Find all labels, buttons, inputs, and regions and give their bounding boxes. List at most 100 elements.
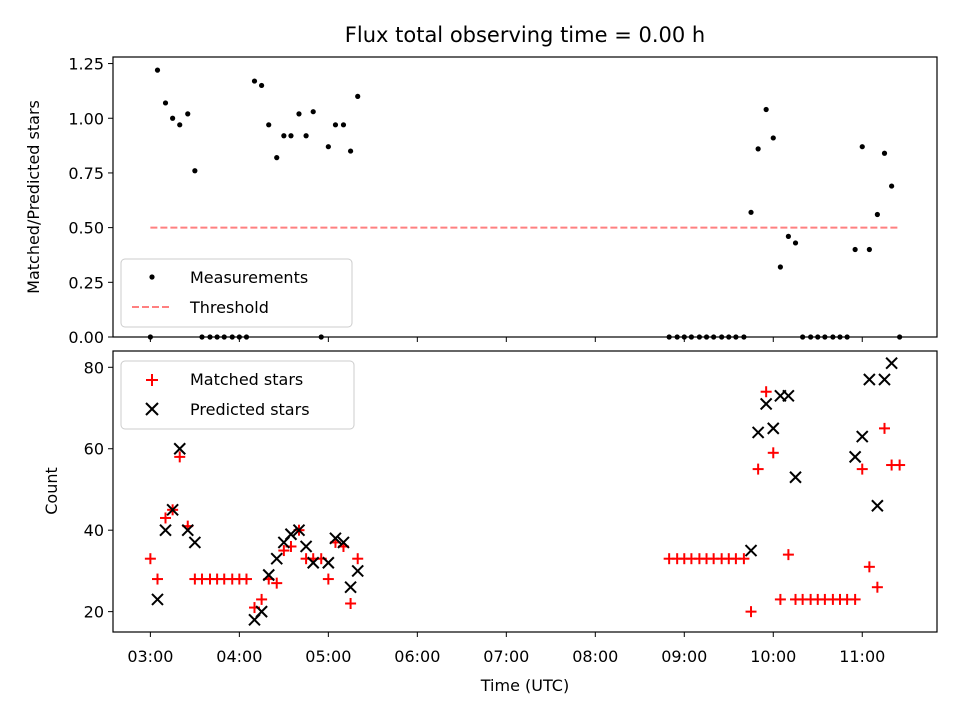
measurement-point bbox=[170, 115, 176, 121]
predicted-stars-point bbox=[329, 532, 342, 545]
matched-stars-point bbox=[240, 573, 252, 585]
matched-stars-point bbox=[774, 593, 786, 605]
ratio-y-tick-label: 0.25 bbox=[68, 273, 104, 292]
matched-stars-point bbox=[144, 553, 156, 565]
predicted-stars-point bbox=[262, 568, 275, 582]
matched-stars-point bbox=[894, 459, 906, 471]
predicted-stars-point bbox=[848, 450, 862, 464]
predicted-stars-point bbox=[856, 430, 869, 443]
ratio-y-tick-label: 0.75 bbox=[68, 164, 104, 183]
predicted-stars-point bbox=[299, 540, 313, 553]
predicted-stars-point bbox=[885, 357, 898, 370]
measurement-point bbox=[874, 211, 880, 218]
predicted-stars-point bbox=[863, 373, 876, 386]
legend-matched-label: Matched stars bbox=[190, 370, 303, 389]
ratio-legend-box bbox=[120, 258, 353, 328]
matched-stars-point bbox=[352, 553, 364, 565]
count-y-tick-label: 40 bbox=[84, 521, 104, 540]
predicted-stars-point bbox=[344, 580, 357, 594]
measurement-point bbox=[763, 106, 769, 113]
ratio-panel: 0.00 0.25 0.50 0.75 1.00 1.25 Matched/Predict… bbox=[24, 55, 938, 347]
legend-matched-marker bbox=[146, 374, 158, 386]
matched-stars-point bbox=[160, 512, 172, 524]
measurement-point bbox=[785, 233, 791, 239]
measurement-point bbox=[154, 67, 161, 73]
matched-stars-point bbox=[738, 553, 750, 565]
matched-stars-point bbox=[767, 447, 779, 459]
measurement-point bbox=[866, 246, 872, 253]
measurement-point bbox=[852, 246, 858, 253]
count-panel-frame bbox=[112, 350, 938, 633]
measurement-point bbox=[177, 122, 183, 128]
ratio-legend: Measurements Threshold bbox=[120, 258, 353, 328]
ratio-y-tick-label: 1.00 bbox=[68, 109, 104, 128]
legend-predicted-label: Predicted stars bbox=[190, 400, 310, 419]
matched-stars-point bbox=[745, 606, 757, 618]
predicted-stars-point bbox=[166, 503, 179, 517]
chart-title: Flux total observing time = 0.00 h bbox=[345, 23, 705, 47]
count-x-ticks: 03:00 04:00 05:00 06:00 07:00 08:00 09:00 10:00… bbox=[127, 632, 885, 666]
matched-stars-point bbox=[871, 581, 883, 593]
predicted-stars-point bbox=[173, 442, 186, 455]
matched-stars-point bbox=[856, 463, 868, 475]
matched-stars-point bbox=[782, 549, 794, 561]
count-x-tick-label: 04:00 bbox=[216, 647, 262, 666]
measurement-point bbox=[755, 146, 761, 152]
measurement-point bbox=[310, 109, 316, 115]
ratio-panel-frame bbox=[112, 56, 938, 338]
measurement-point bbox=[881, 150, 888, 156]
measurement-point bbox=[192, 168, 198, 174]
legend-predicted-marker bbox=[145, 402, 159, 416]
predicted-stars-point bbox=[270, 552, 283, 565]
measurement-point bbox=[792, 240, 799, 246]
predicted-stars-point bbox=[151, 593, 164, 606]
measurement-point bbox=[325, 144, 331, 150]
count-legend: Matched stars Predicted stars bbox=[120, 360, 355, 430]
count-legend-box bbox=[120, 360, 355, 430]
measurement-point bbox=[748, 209, 754, 215]
measurement-point bbox=[355, 93, 361, 99]
legend-measurements-label: Measurements bbox=[190, 268, 308, 287]
measurement-point bbox=[770, 135, 776, 141]
matched-stars-point bbox=[760, 386, 772, 398]
measurement-point bbox=[259, 82, 265, 89]
predicted-stars-point bbox=[871, 499, 884, 512]
count-y-tick-label: 20 bbox=[84, 603, 104, 622]
predicted-stars-point bbox=[782, 389, 795, 403]
measurement-point bbox=[889, 183, 895, 189]
measurement-point bbox=[162, 100, 169, 106]
ratio-x-ticks bbox=[149, 337, 863, 342]
measurement-point bbox=[340, 122, 347, 128]
count-x-tick-label: 06:00 bbox=[394, 647, 440, 666]
count-y-tick-label: 80 bbox=[84, 358, 104, 377]
predicted-stars-point bbox=[337, 536, 350, 549]
count-marks bbox=[144, 357, 906, 626]
measurement-point bbox=[266, 122, 272, 128]
measurement-point bbox=[777, 264, 783, 270]
predicted-stars-point bbox=[181, 523, 194, 537]
predicted-stars-point bbox=[188, 536, 202, 549]
predicted-stars-point bbox=[322, 556, 335, 569]
count-y-axis-label: Count bbox=[42, 467, 61, 515]
matched-stars-point bbox=[863, 561, 875, 573]
count-x-tick-label: 10:00 bbox=[750, 647, 796, 666]
predicted-stars-point bbox=[789, 471, 802, 484]
legend-measurements-marker bbox=[149, 274, 155, 280]
matched-stars-point bbox=[271, 577, 283, 589]
count-x-tick-label: 09:00 bbox=[661, 647, 707, 666]
ratio-y-tick-label: 0.00 bbox=[68, 328, 104, 347]
predicted-stars-point bbox=[292, 523, 306, 537]
matched-stars-point bbox=[322, 573, 334, 585]
matched-stars-point bbox=[849, 593, 861, 605]
predicted-stars-point bbox=[751, 426, 765, 439]
predicted-stars-point bbox=[284, 528, 298, 541]
predicted-stars-point bbox=[767, 422, 780, 435]
count-x-tick-label: 11:00 bbox=[839, 647, 885, 666]
matched-stars-point bbox=[752, 463, 764, 475]
legend-threshold-label: Threshold bbox=[189, 298, 269, 317]
matched-stars-point bbox=[151, 573, 163, 585]
count-x-tick-label: 03:00 bbox=[127, 647, 173, 666]
predicted-stars-point bbox=[878, 373, 891, 386]
count-x-tick-label: 05:00 bbox=[305, 647, 351, 666]
